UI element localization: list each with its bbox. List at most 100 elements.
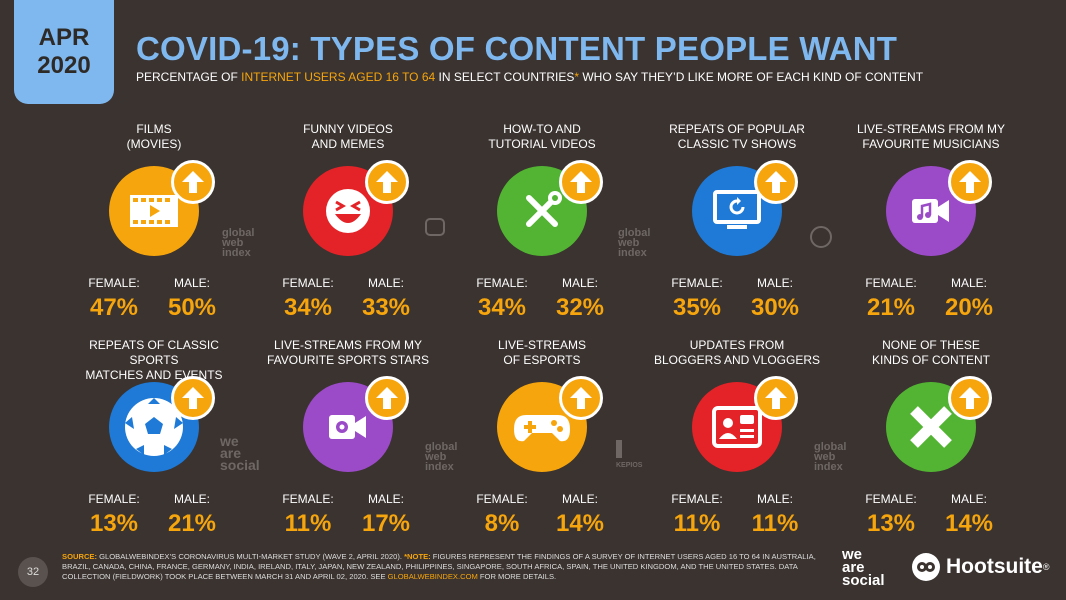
female-label: FEMALE: bbox=[865, 276, 917, 290]
male-label: MALE: bbox=[756, 492, 793, 506]
content-type-card: HOW-TO AND TUTORIAL VIDEOS FEMALE: 34% MALE:… bbox=[452, 122, 632, 336]
male-value: 14% bbox=[555, 510, 605, 537]
gender-stats: FEMALE: 11% MALE: 17% bbox=[258, 492, 438, 552]
female-label: FEMALE: bbox=[88, 492, 140, 506]
male-value: 17% bbox=[361, 510, 411, 537]
female-value: 47% bbox=[89, 294, 139, 321]
content-type-card: LIVE-STREAMS FROM MY FAVOURITE SPORTS STA… bbox=[258, 338, 438, 552]
kepios-watermark: KEPIOS bbox=[616, 440, 642, 471]
content-type-icon bbox=[303, 160, 409, 256]
female-stat: FEMALE: 21% bbox=[851, 276, 931, 322]
male-stat: MALE: 30% bbox=[735, 276, 815, 322]
cross-icon bbox=[906, 402, 956, 452]
content-type-label: REPEATS OF POPULAR CLASSIC TV SHOWS bbox=[669, 122, 805, 151]
male-label: MALE: bbox=[367, 492, 404, 506]
female-label: FEMALE: bbox=[865, 492, 917, 506]
content-type-card: FILMS (MOVIES) FEMALE: 47% MALE: 50% bbox=[64, 122, 244, 336]
female-label: FEMALE: bbox=[476, 276, 528, 290]
up-arrow-icon bbox=[365, 160, 409, 204]
page-subtitle: PERCENTAGE OF INTERNET USERS AGED 16 TO … bbox=[136, 70, 924, 84]
content-type-card: REPEATS OF CLASSIC SPORTS MATCHES AND EVE… bbox=[64, 338, 244, 552]
up-arrow-icon bbox=[365, 376, 409, 420]
male-stat: MALE: 17% bbox=[346, 492, 426, 538]
up-arrow-icon bbox=[754, 376, 798, 420]
content-type-icon bbox=[692, 376, 798, 472]
gender-stats: FEMALE: 35% MALE: 30% bbox=[647, 276, 827, 336]
male-value: 50% bbox=[167, 294, 217, 321]
female-label: FEMALE: bbox=[282, 492, 334, 506]
male-label: MALE: bbox=[367, 276, 404, 290]
male-label: MALE: bbox=[173, 492, 210, 506]
male-stat: MALE: 21% bbox=[152, 492, 232, 538]
was-watermark: we are social bbox=[220, 433, 260, 473]
male-stat: MALE: 20% bbox=[929, 276, 1009, 322]
content-type-icon bbox=[886, 160, 992, 256]
male-stat: MALE: 50% bbox=[152, 276, 232, 322]
hootsuite-logo: Hootsuite ® bbox=[912, 553, 1049, 581]
male-value: 33% bbox=[361, 294, 411, 321]
music-video-icon bbox=[909, 191, 953, 231]
content-type-label: FILMS (MOVIES) bbox=[126, 122, 182, 151]
female-stat: FEMALE: 11% bbox=[268, 492, 348, 538]
content-type-card: UPDATES FROM BLOGGERS AND VLOGGERS FEMALE:… bbox=[647, 338, 827, 552]
female-value: 13% bbox=[89, 510, 139, 537]
female-value: 35% bbox=[672, 294, 722, 321]
film-icon bbox=[128, 191, 180, 231]
female-value: 11% bbox=[284, 510, 332, 537]
male-value: 14% bbox=[944, 510, 994, 537]
female-value: 8% bbox=[484, 510, 520, 537]
content-type-label: FUNNY VIDEOS AND MEMES bbox=[303, 122, 393, 151]
male-label: MALE: bbox=[561, 276, 598, 290]
gwi-watermark: global web index bbox=[425, 441, 458, 473]
owl-icon bbox=[912, 553, 940, 581]
male-stat: MALE: 11% bbox=[735, 492, 815, 538]
gender-stats: FEMALE: 47% MALE: 50% bbox=[64, 276, 244, 336]
male-stat: MALE: 14% bbox=[929, 492, 1009, 538]
gender-stats: FEMALE: 8% MALE: 14% bbox=[452, 492, 632, 552]
content-type-icon bbox=[692, 160, 798, 256]
male-value: 11% bbox=[751, 510, 799, 537]
female-label: FEMALE: bbox=[671, 492, 723, 506]
gwi-watermark: global web index bbox=[222, 227, 255, 259]
gender-stats: FEMALE: 13% MALE: 14% bbox=[841, 492, 1021, 552]
female-value: 13% bbox=[866, 510, 916, 537]
content-type-label: LIVE-STREAMS OF ESPORTS bbox=[497, 338, 587, 367]
content-type-card: NONE OF THESE KINDS OF CONTENT FEMALE: 13% M… bbox=[841, 338, 1021, 552]
up-arrow-icon bbox=[171, 376, 215, 420]
female-stat: FEMALE: 13% bbox=[851, 492, 931, 538]
male-label: MALE: bbox=[173, 276, 210, 290]
male-stat: MALE: 33% bbox=[346, 276, 426, 322]
up-arrow-icon bbox=[559, 160, 603, 204]
gender-stats: FEMALE: 34% MALE: 33% bbox=[258, 276, 438, 336]
gwi-watermark: global web index bbox=[618, 227, 651, 259]
vlogger-icon bbox=[711, 405, 763, 449]
female-value: 11% bbox=[673, 510, 721, 537]
female-stat: FEMALE: 35% bbox=[657, 276, 737, 322]
tools-icon bbox=[517, 186, 567, 236]
content-type-label: LIVE-STREAMS FROM MY FAVOURITE SPORTS STA… bbox=[266, 338, 430, 367]
male-label: MALE: bbox=[561, 492, 598, 506]
video-camera-icon bbox=[326, 407, 370, 447]
content-type-card: LIVE-STREAMS FROM MY FAVOURITE MUSICIANS F… bbox=[841, 122, 1021, 336]
female-label: FEMALE: bbox=[476, 492, 528, 506]
date-year: 2020 bbox=[37, 52, 91, 79]
source-note: SOURCE: GLOBALWEBINDEX’S CORONAVIRUS MUL… bbox=[62, 552, 816, 581]
gamepad-icon bbox=[512, 407, 572, 447]
female-stat: FEMALE: 34% bbox=[462, 276, 542, 322]
soccer-ball-icon bbox=[122, 395, 186, 459]
female-stat: FEMALE: 8% bbox=[462, 492, 542, 538]
male-value: 20% bbox=[944, 294, 994, 321]
date-badge: APR 2020 bbox=[14, 0, 114, 104]
content-type-icon bbox=[886, 376, 992, 472]
content-type-icon bbox=[303, 376, 409, 472]
female-stat: FEMALE: 47% bbox=[74, 276, 154, 322]
male-value: 30% bbox=[750, 294, 800, 321]
male-stat: MALE: 32% bbox=[540, 276, 620, 322]
male-label: MALE: bbox=[950, 276, 987, 290]
laughing-face-icon bbox=[323, 186, 373, 236]
owl-watermark bbox=[425, 218, 445, 236]
content-type-label: UPDATES FROM BLOGGERS AND VLOGGERS bbox=[653, 338, 821, 367]
we-are-social-logo: we are social bbox=[842, 546, 885, 589]
female-stat: FEMALE: 13% bbox=[74, 492, 154, 538]
female-label: FEMALE: bbox=[88, 276, 140, 290]
